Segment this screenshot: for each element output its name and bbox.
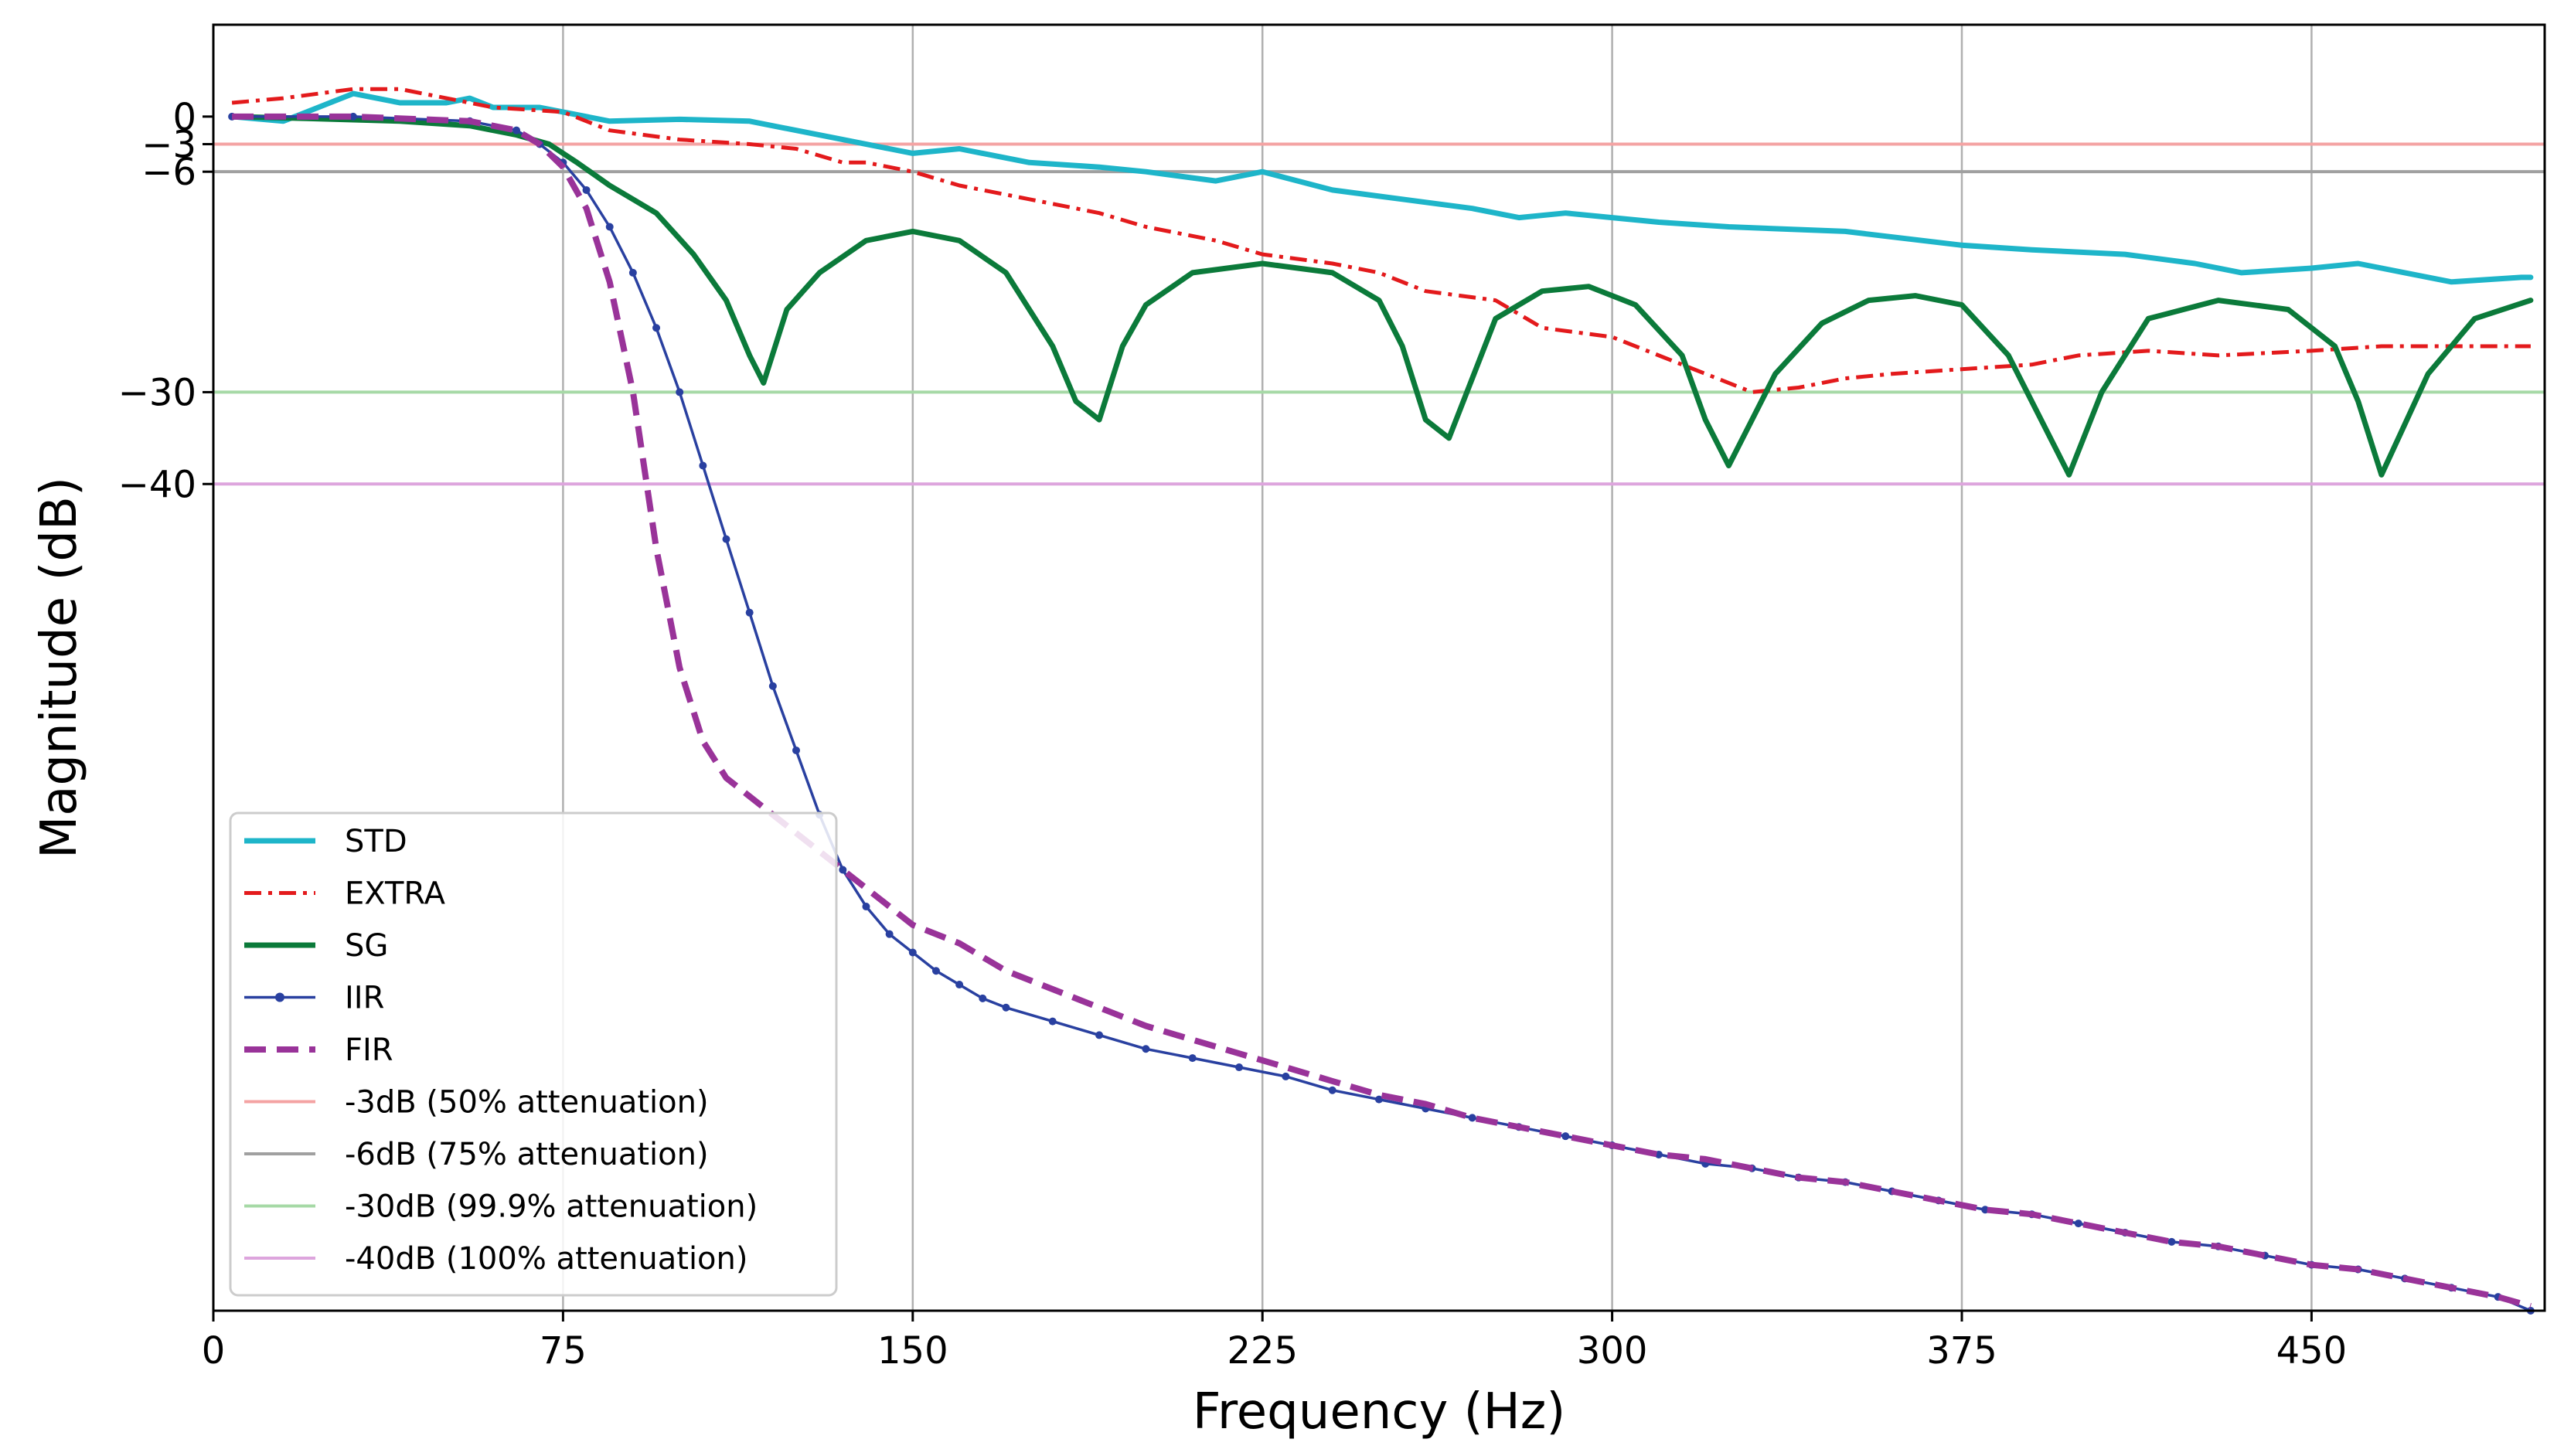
series-point-iir: [605, 223, 614, 231]
legend-swatch-marker: [275, 992, 284, 1002]
y-axis-label: Magnitude (dB): [31, 477, 88, 859]
series-point-iir: [1561, 1132, 1570, 1141]
x-tick-label: 225: [1227, 1329, 1298, 1373]
series-point-iir: [1048, 1017, 1057, 1026]
legend-label: FIR: [345, 1032, 393, 1068]
series-point-iir: [1328, 1086, 1336, 1094]
x-tick-label: 0: [202, 1329, 226, 1373]
reference-lines: [213, 142, 2545, 486]
data-series: [228, 87, 2535, 1315]
y-tick-label: −3: [141, 124, 196, 167]
y-tick-label: −6: [141, 151, 196, 194]
legend: STD EXTRA SG IIR FIR -3dB (50% attenuation) -6…: [229, 811, 838, 1297]
series-line-sg: [229, 114, 2534, 478]
legend-label: IIR: [345, 981, 384, 1016]
legend-label: -6dB (75% attenuation): [345, 1137, 709, 1172]
legend-label: -30dB (99.9% attenuation): [345, 1189, 758, 1225]
series-point-iir: [349, 112, 357, 121]
legend-label: -3dB (50% attenuation): [345, 1085, 709, 1121]
x-tick-label: 450: [2276, 1329, 2348, 1373]
x-tick-label: 150: [877, 1329, 948, 1373]
grid-lines: [562, 25, 2313, 1311]
series-point-iir: [792, 746, 800, 754]
series-point-iir: [1235, 1063, 1244, 1072]
y-tick-label: 0: [172, 96, 196, 139]
series-point-iir: [885, 930, 894, 938]
series-point-iir: [652, 324, 661, 332]
series-point-iir: [676, 388, 684, 396]
series-line-fir: [232, 113, 2532, 1309]
legend-label: STD: [345, 824, 407, 859]
series-point-iir: [1375, 1095, 1383, 1104]
series-point-iir: [1142, 1045, 1150, 1053]
series-point-iir: [979, 994, 987, 1002]
series-line-std: [229, 90, 2534, 285]
series-point-iir: [862, 903, 870, 911]
series-point-iir: [768, 682, 777, 690]
series-point-iir: [722, 535, 730, 543]
series-point-iir: [1002, 1003, 1010, 1012]
series-point-iir: [745, 608, 754, 617]
series-point-iir: [512, 126, 521, 134]
series-point-iir: [908, 948, 917, 957]
series-point-iir: [1282, 1072, 1290, 1080]
x-axis-ticks: 0 75 150 225 300 375 450: [202, 1311, 2347, 1373]
x-axis-label: Frequency (Hz): [1193, 1383, 1566, 1441]
y-tick-label: −40: [118, 463, 196, 506]
series-point-iir: [1468, 1114, 1476, 1122]
legend-label: SG: [345, 928, 388, 964]
series-point-iir: [2167, 1237, 2176, 1246]
series-point-iir: [628, 268, 637, 277]
y-axis-ticks: 0−3−6 −30 −40: [118, 96, 213, 506]
series-point-iir: [582, 185, 591, 194]
series-point-iir: [699, 461, 707, 470]
series-point-iir: [2074, 1220, 2082, 1228]
x-tick-label: 75: [540, 1329, 587, 1373]
series-point-iir: [1188, 1054, 1197, 1063]
legend-box: [229, 811, 838, 1297]
series-point-iir: [1095, 1031, 1104, 1039]
x-tick-label: 300: [1577, 1329, 1648, 1373]
series-point-iir: [839, 866, 847, 874]
series-point-iir: [931, 967, 940, 975]
legend-label: -40dB (100% attenuation): [345, 1241, 747, 1277]
x-tick-label: 375: [1926, 1329, 1997, 1373]
plot-area-frame: [212, 23, 2546, 1312]
y-tick-label: −30: [118, 371, 196, 414]
series-point-iir: [955, 981, 964, 989]
series-line-extra: [231, 87, 2531, 394]
legend-label: EXTRA: [345, 876, 446, 912]
